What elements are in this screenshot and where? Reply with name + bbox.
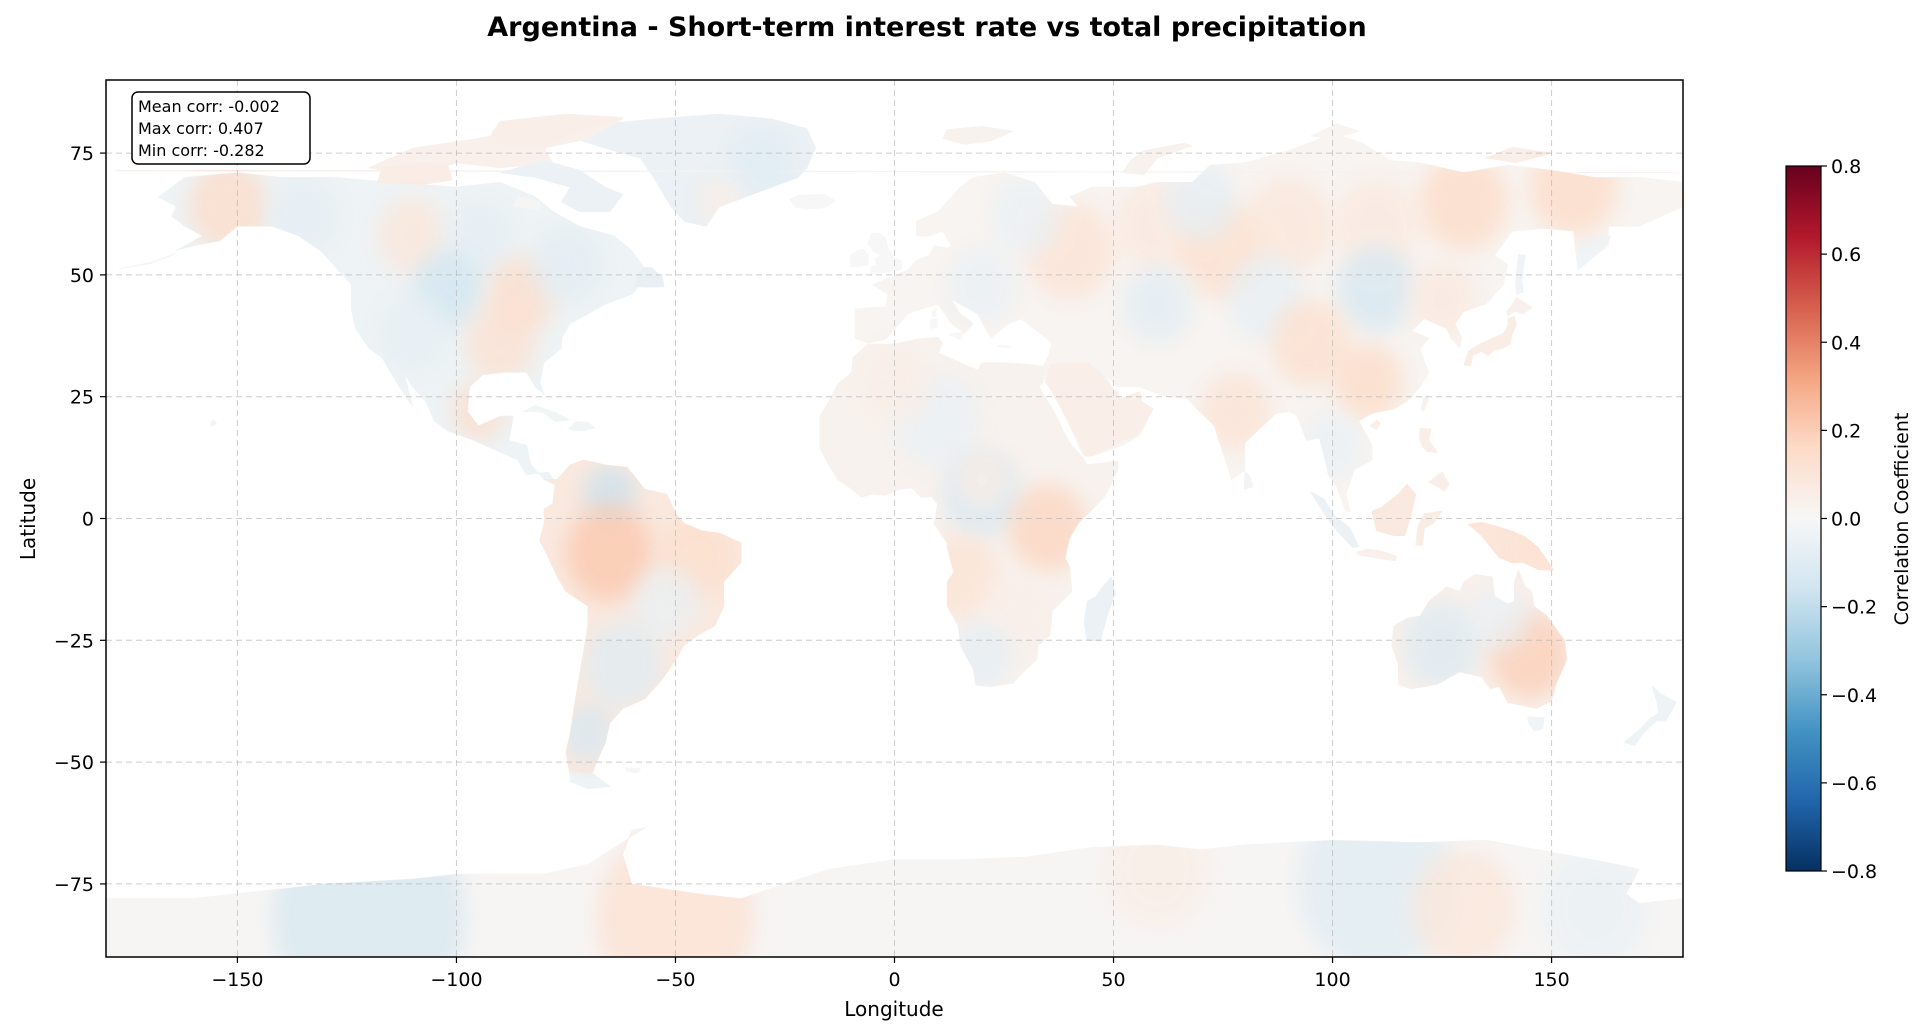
colorbar-tick-label: −0.4: [1831, 685, 1877, 707]
y-axis-label: Latitude: [16, 478, 40, 560]
stats-box-frame: [131, 91, 311, 165]
correlation-cell: [1166, 162, 1237, 241]
correlation-cell: [947, 245, 1018, 324]
land-japan: [1463, 315, 1517, 367]
correlation-cell: [1201, 372, 1272, 451]
land-cuba: [522, 405, 570, 422]
land-iceland: [789, 194, 836, 210]
land-baffin-island: [499, 160, 624, 212]
land-java: [1356, 548, 1397, 562]
land-tasmania: [1527, 716, 1545, 732]
colorbar-tick-label: −0.6: [1831, 773, 1877, 795]
y-tick-label: −25: [54, 630, 94, 652]
x-tick-label: 100: [1314, 969, 1350, 991]
land-svalbard: [942, 125, 1014, 145]
land-hawaii: [210, 419, 217, 427]
correlation-cell: [1271, 299, 1351, 387]
correlation-cell: [1336, 245, 1416, 334]
colorbar-tick-label: 0.0: [1831, 509, 1861, 531]
correlation-cell: [377, 294, 448, 373]
land-southampton-island: [513, 196, 541, 210]
chart-title: Argentina - Short-term interest rate vs …: [487, 12, 1366, 43]
x-tick-label: 50: [1101, 969, 1125, 991]
stats-box: Mean corr: -0.002 Max corr: 0.407 Min co…: [131, 91, 311, 165]
colorbar-tick-label: 0.2: [1831, 420, 1861, 442]
y-tick-label: 75: [70, 143, 94, 165]
plot-area: −150 −100 −50 0 50 100 150 75 50 25 0 −25 −50 −75: [54, 79, 1684, 991]
colorbar-ticks: 0.8 0.6 0.4 0.2 0.0 −0.2 −0.4 −0.6 −0.8: [1821, 156, 1877, 883]
y-tick-label: 25: [70, 387, 94, 409]
colorbar-tick-label: −0.2: [1831, 597, 1877, 619]
grid-lines: [106, 80, 1683, 957]
x-axis-label: Longitude: [844, 997, 943, 1021]
correlation-cell: [1332, 177, 1421, 275]
correlation-cell: [1244, 177, 1333, 275]
colorbar: 0.8 0.6 0.4 0.2 0.0 −0.2 −0.4 −0.6 −0.8 Correlat…: [1785, 156, 1913, 883]
land-corsica: [931, 308, 937, 318]
land-falkland-islands: [624, 767, 641, 774]
land-ireland: [850, 248, 869, 268]
correlation-cell: [955, 450, 1009, 509]
correlation-cell: [990, 177, 1061, 256]
correlation-cell: [732, 128, 794, 197]
x-tick-label: −50: [655, 969, 695, 991]
colorbar-label: Correlation Coefficient: [1891, 413, 1913, 626]
y-tick-label: 0: [82, 509, 94, 531]
land-kamchatka: [1577, 235, 1612, 271]
x-tick-label: −150: [211, 969, 263, 991]
land-luzon: [1418, 428, 1439, 454]
land-tierra-del-fuego: [569, 771, 611, 790]
correlation-cell: [561, 703, 615, 763]
land-new-zealand: [1623, 686, 1677, 746]
land-crete: [997, 344, 1011, 348]
correlation-cell: [1332, 343, 1403, 422]
land-hokkaido: [1506, 296, 1533, 317]
y-tick-label: −75: [54, 874, 94, 896]
land-sri-lanka: [1243, 470, 1254, 490]
land-mindanao: [1428, 471, 1450, 492]
correlation-cell: [565, 503, 654, 602]
colorbar-tick-label: 0.4: [1831, 332, 1861, 354]
stats-mean: Mean corr: -0.002: [138, 97, 280, 116]
correlation-cell: [583, 620, 663, 709]
y-tick-label: 50: [70, 265, 94, 287]
correlation-cell: [465, 304, 536, 383]
land-ellesmere-island: [491, 113, 624, 148]
correlation-cell: [1122, 265, 1193, 344]
y-axis-ticks: 75 50 25 0 −25 −50 −75: [54, 143, 106, 896]
colorbar-tick-label: 0.8: [1831, 156, 1861, 178]
correlation-cell: [631, 567, 702, 646]
colorbar-gradient: [1785, 165, 1822, 872]
y-tick-label: −50: [54, 752, 94, 774]
land-severnaya-zemlya: [1310, 123, 1360, 139]
correlation-cell: [1402, 601, 1482, 690]
land-newfoundland: [633, 267, 665, 288]
x-tick-label: 150: [1533, 969, 1569, 991]
land-hainan: [1369, 420, 1382, 431]
stats-max: Max corr: 0.407: [138, 119, 264, 138]
land-hispaniola: [568, 421, 596, 432]
land-madagascar: [1083, 576, 1116, 642]
correlation-cell: [377, 196, 448, 275]
land-sicily: [948, 332, 964, 341]
x-tick-label: −100: [430, 969, 482, 991]
correlation-cell: [1420, 153, 1508, 251]
land-victoria-island: [377, 162, 453, 186]
stats-min: Min corr: -0.282: [138, 141, 265, 160]
correlation-cell: [1542, 849, 1648, 957]
correlation-cell: [1411, 849, 1517, 957]
colorbar-tick-label: 0.6: [1831, 244, 1861, 266]
land-sumatra: [1310, 491, 1360, 548]
land-great-britain: [867, 232, 903, 276]
x-tick-label: 0: [888, 969, 900, 991]
colorbar-tick-label: −0.8: [1831, 861, 1877, 883]
land-sulawesi: [1415, 510, 1443, 546]
land-sardinia: [930, 318, 938, 329]
land-arabian-peninsula: [1045, 362, 1154, 457]
correlation-cell: [1468, 581, 1530, 651]
x-axis-ticks: −150 −100 −50 0 50 100 150: [211, 957, 1570, 991]
land-aleutian-chain: [118, 252, 177, 270]
correlation-cell: [530, 226, 602, 305]
